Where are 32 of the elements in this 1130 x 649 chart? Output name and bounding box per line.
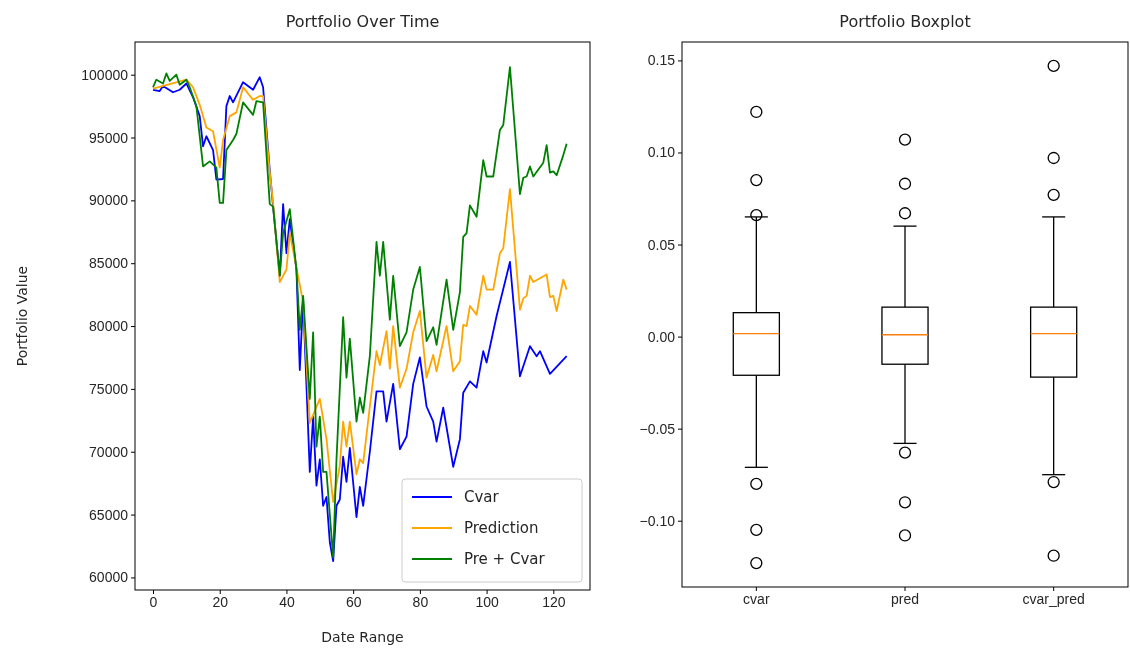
x-tick-label: pred bbox=[890, 590, 920, 607]
y-tick-label: 0.05 bbox=[647, 236, 676, 253]
x-tick-label: 40 bbox=[279, 593, 295, 610]
x-tick-label: 120 bbox=[542, 593, 566, 610]
y-tick-label: 0.10 bbox=[647, 144, 676, 161]
y-tick-label: 0.00 bbox=[647, 328, 676, 345]
y-tick-label: 95000 bbox=[89, 129, 129, 146]
y-tick-label: 0.15 bbox=[647, 52, 676, 69]
x-tick-label: cvar_pred bbox=[1022, 590, 1085, 607]
x-tick-label: 20 bbox=[212, 593, 229, 610]
y-tick-label: 60000 bbox=[89, 569, 129, 586]
y-tick-label: 65000 bbox=[89, 506, 129, 523]
legend-label: Prediction bbox=[464, 519, 539, 537]
chart-title: Portfolio Boxplot bbox=[839, 12, 971, 31]
legend-label: Cvar bbox=[464, 488, 500, 506]
chart-title: Portfolio Over Time bbox=[285, 12, 440, 31]
y-tick-label: −0.10 bbox=[639, 512, 676, 529]
y-tick-label: 80000 bbox=[89, 318, 129, 335]
x-tick-label: 80 bbox=[412, 593, 429, 610]
legend-label: Pre + Cvar bbox=[464, 550, 546, 568]
y-tick-label: 90000 bbox=[89, 192, 129, 209]
x-tick-label: cvar bbox=[743, 590, 770, 607]
x-tick-label: 100 bbox=[475, 593, 499, 610]
y-tick-label: 85000 bbox=[89, 255, 129, 272]
x-axis-title: Date Range bbox=[321, 629, 404, 645]
y-tick-label: 70000 bbox=[89, 443, 129, 460]
y-tick-label: −0.05 bbox=[639, 420, 676, 437]
y-tick-label: 75000 bbox=[89, 380, 129, 397]
x-tick-label: 60 bbox=[345, 593, 362, 610]
y-axis-title: Portfolio Value bbox=[14, 265, 30, 367]
y-tick-label: 100000 bbox=[81, 66, 129, 83]
x-tick-label: 0 bbox=[149, 593, 158, 610]
